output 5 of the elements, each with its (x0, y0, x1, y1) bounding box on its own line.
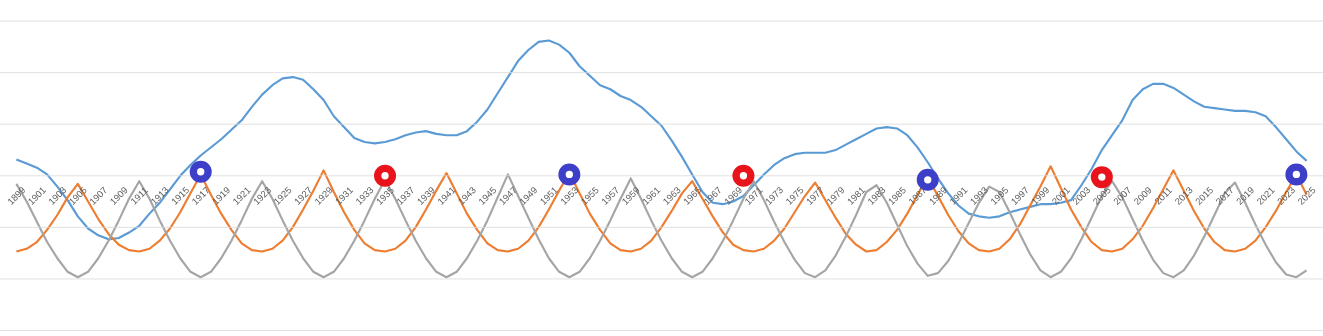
point (1090, 166, 1113, 189)
point (189, 160, 212, 183)
point (732, 164, 755, 187)
point (558, 163, 581, 186)
point (374, 164, 397, 187)
